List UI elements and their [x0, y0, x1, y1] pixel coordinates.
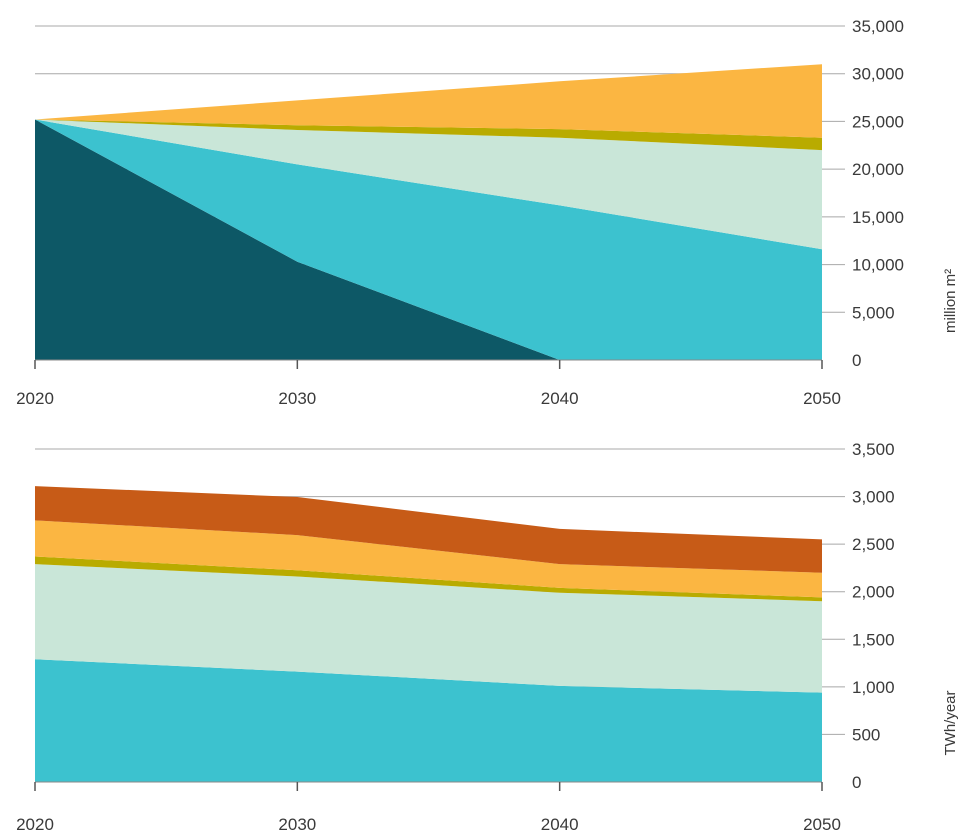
y-tick-label: 2,000: [852, 583, 895, 602]
x-tick-label: 2050: [803, 815, 841, 834]
area-layers: [35, 64, 822, 360]
y-axis-label: million m²: [942, 269, 959, 333]
y-tick-label: 3,000: [852, 488, 895, 507]
y-tick-label: 1,500: [852, 630, 895, 649]
x-tick-label: 2030: [278, 389, 316, 408]
y-tick-label: 30,000: [852, 65, 904, 84]
area-layers: [35, 486, 822, 782]
area-series: [35, 119, 822, 250]
area-series: [35, 486, 822, 573]
y-tick-label: 2,500: [852, 535, 895, 554]
area-series: [35, 64, 822, 138]
area-series: [35, 119, 822, 151]
x-tick-label: 2040: [541, 815, 579, 834]
area-series: [35, 119, 822, 360]
chart-energy-use-by-floor-area: 0 5,000 10,000 15,000 20,000 25,000 30,000 35,0…: [16, 17, 959, 408]
y-tick-label: 15,000: [852, 208, 904, 227]
y-tick-label: 10,000: [852, 256, 904, 275]
y-tick-label: 25,000: [852, 112, 904, 131]
area-series: [35, 520, 822, 598]
x-tick-label: 2020: [16, 815, 54, 834]
axis: 0 500 1,000 1,500 2,000 2,500 3,000 3,500 2020 20…: [16, 440, 894, 834]
chart-energy-demand: 0 500 1,000 1,500 2,000 2,500 3,000 3,500 2020 20…: [16, 440, 959, 834]
y-tick-label: 5,000: [852, 303, 895, 322]
y-tick-label: 1,000: [852, 678, 895, 697]
area-series: [35, 659, 822, 782]
x-tick-label: 2030: [278, 815, 316, 834]
x-tick-label: 2050: [803, 389, 841, 408]
axis: 0 5,000 10,000 15,000 20,000 25,000 30,000 35,0…: [16, 17, 904, 408]
y-tick-label: 0: [852, 351, 861, 370]
area-series: [35, 556, 822, 602]
y-tick-label: 500: [852, 725, 880, 744]
y-axis-label: TWh/year: [942, 690, 959, 755]
y-tick-label: 35,000: [852, 17, 904, 36]
area-series: [35, 119, 822, 360]
y-tick-label: 3,500: [852, 440, 895, 459]
area-series: [35, 564, 822, 693]
y-tick-label: 0: [852, 773, 861, 792]
x-tick-label: 2020: [16, 389, 54, 408]
x-tick-label: 2040: [541, 389, 579, 408]
y-tick-label: 20,000: [852, 160, 904, 179]
